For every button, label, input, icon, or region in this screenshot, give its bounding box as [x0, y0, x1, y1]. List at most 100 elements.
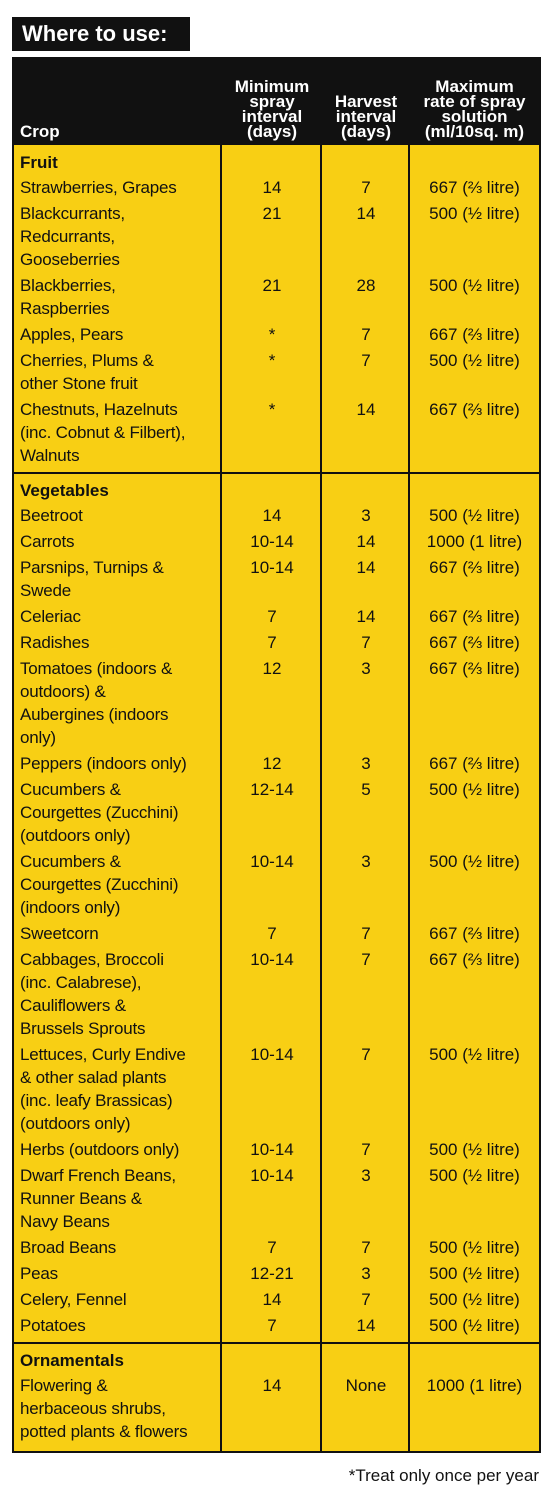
harvest-interval-cell: 3 — [361, 505, 371, 525]
crop-line: Peas — [20, 1263, 58, 1283]
max-rate-cell: 500 (½ litre) — [429, 851, 520, 871]
max-rate-cell: 500 (½ litre) — [429, 1263, 520, 1283]
harvest-interval-cell: 14 — [356, 606, 376, 626]
crop-line: Carrots — [20, 531, 75, 551]
table-row: Carrots 10-14 14 1000 (1 litre) — [14, 528, 539, 554]
spray-interval-cell: 12-14 — [250, 779, 294, 799]
crop-cell: Celeriac — [14, 605, 222, 628]
table-row: Celery, Fennel 14 7 500 (½ litre) — [14, 1286, 539, 1312]
crop-cell: Cucumbers & Courgettes (Zucchini) (outdoor… — [14, 778, 222, 847]
crop-cell: Cucumbers & Courgettes (Zucchini) (indoors… — [14, 850, 222, 919]
column-header: Crop — [14, 59, 222, 145]
table-row: Apples, Pears * 7 667 (⅔ litre) — [14, 321, 539, 347]
spray-interval-cell: 10-14 — [250, 851, 294, 871]
table-row: Parsnips, Turnips & Swede 10-14 14 667 (⅔ li… — [14, 554, 539, 603]
table-row: Beetroot 14 3 500 (½ litre) — [14, 502, 539, 528]
header-line: (days) — [340, 122, 392, 141]
table-row: Blackberries, Raspberries 21 28 500 (½ litre… — [14, 272, 539, 321]
crop-cell: Carrots — [14, 530, 222, 553]
spray-interval-cell: 7 — [267, 1237, 277, 1257]
max-rate-cell: 667 (⅔ litre) — [429, 606, 520, 626]
crop-cell: Cherries, Plums & other Stone fruit — [14, 349, 222, 395]
max-rate-cell: 667 (⅔ litre) — [429, 399, 520, 419]
column-divider — [408, 145, 410, 1451]
crop-cell: Dwarf French Beans, Runner Beans & Navy Be… — [14, 1164, 222, 1233]
header-line: Minimum — [234, 77, 310, 96]
spray-interval-cell: 14 — [262, 177, 282, 197]
harvest-interval-cell: 7 — [361, 1044, 371, 1064]
table-row: Sweetcorn 7 7 667 (⅔ litre) — [14, 920, 539, 946]
column-header: Minimum spray interval (days) — [222, 59, 322, 145]
section: Ornamentals Flowering & herbaceous shrubs,… — [14, 1342, 539, 1448]
crop-line: Tomatoes (indoors & — [20, 658, 173, 678]
header-line: interval — [241, 107, 303, 126]
spray-interval-cell: 10-14 — [250, 949, 294, 969]
harvest-interval-cell: 3 — [361, 851, 371, 871]
spray-interval-cell: 14 — [262, 1375, 282, 1395]
header-line: interval — [335, 107, 397, 126]
spray-interval-cell: 10-14 — [250, 1139, 294, 1159]
spray-interval-cell: 7 — [267, 606, 277, 626]
max-rate-cell: 500 (½ litre) — [429, 1044, 520, 1064]
crop-cell: Chestnuts, Hazelnuts (inc. Cobnut & Filbe… — [14, 398, 222, 467]
max-rate-cell: 500 (½ litre) — [429, 203, 520, 223]
harvest-interval-cell: 7 — [361, 350, 371, 370]
harvest-interval-cell: 7 — [361, 1139, 371, 1159]
table-body: Fruit Strawberries, Grapes 14 7 667 (⅔ litre… — [14, 145, 539, 1448]
crop-cell: Lettuces, Curly Endive & other salad plan… — [14, 1043, 222, 1135]
max-rate-cell: 667 (⅔ litre) — [429, 949, 520, 969]
max-rate-cell: 500 (½ litre) — [429, 505, 520, 525]
max-rate-cell: 667 (⅔ litre) — [429, 923, 520, 943]
spray-interval-cell: 7 — [267, 923, 277, 943]
spray-interval-cell: 10-14 — [250, 1044, 294, 1064]
crop-line: Cauliflowers & — [20, 995, 126, 1015]
max-rate-cell: 500 (½ litre) — [429, 350, 520, 370]
crop-line: Herbs (outdoors only) — [20, 1139, 180, 1159]
harvest-interval-cell: 7 — [361, 949, 371, 969]
crop-line: Celery, Fennel — [20, 1289, 127, 1309]
spray-interval-cell: 21 — [262, 275, 282, 295]
crop-line: Cabbages, Broccoli — [20, 949, 164, 969]
max-rate-cell: 500 (½ litre) — [429, 1289, 520, 1309]
spray-interval-cell: 14 — [262, 1289, 282, 1309]
spray-interval-cell: 10-14 — [250, 557, 294, 577]
crop-line: Beetroot — [20, 505, 83, 525]
crop-cell: Parsnips, Turnips & Swede — [14, 556, 222, 602]
spray-interval-cell: 7 — [267, 632, 277, 652]
section-name: Ornamentals — [20, 1351, 124, 1370]
table-row: Dwarf French Beans, Runner Beans & Navy Be… — [14, 1162, 539, 1234]
harvest-interval-cell: 14 — [356, 399, 376, 419]
max-rate-cell: 667 (⅔ litre) — [429, 324, 520, 344]
crop-line: Navy Beans — [20, 1211, 110, 1231]
footnote: *Treat only once per year — [348, 1466, 539, 1485]
crop-cell: Peas — [14, 1262, 222, 1285]
crop-line: Flowering & — [20, 1375, 108, 1395]
max-rate-cell: 667 (⅔ litre) — [429, 753, 520, 773]
table-row: Lettuces, Curly Endive & other salad plan… — [14, 1041, 539, 1136]
table-row: Potatoes 7 14 500 (½ litre) — [14, 1312, 539, 1338]
harvest-interval-cell: 7 — [361, 923, 371, 943]
table-row: Cherries, Plums & other Stone fruit * 7 500 … — [14, 347, 539, 396]
crop-line: Aubergines (indoors — [20, 704, 169, 724]
crop-table: Crop Minimum spray interval (days) Harvest int… — [12, 57, 541, 1453]
section-name: Fruit — [20, 153, 58, 172]
crop-cell: Flowering & herbaceous shrubs, potted plan… — [14, 1374, 222, 1443]
max-rate-cell: 500 (½ litre) — [429, 1315, 520, 1335]
table-row: Radishes 7 7 667 (⅔ litre) — [14, 629, 539, 655]
crop-cell: Radishes — [14, 631, 222, 654]
header-line: (ml/10sq. m) — [424, 122, 525, 141]
crop-line: Parsnips, Turnips & — [20, 557, 164, 577]
column-divider — [320, 145, 322, 1451]
harvest-interval-cell: 14 — [356, 1315, 376, 1335]
crop-line: (outdoors only) — [20, 825, 131, 845]
column-header: Harvest interval (days) — [322, 59, 410, 145]
crop-line: Sweetcorn — [20, 923, 99, 943]
spray-interval-cell: * — [268, 324, 276, 344]
crop-line: Courgettes (Zucchini) — [20, 874, 179, 894]
column-divider — [220, 145, 222, 1451]
harvest-interval-cell: 7 — [361, 1289, 371, 1309]
crop-line: Broad Beans — [20, 1237, 117, 1257]
max-rate-cell: 500 (½ litre) — [429, 1237, 520, 1257]
crop-line: Strawberries, Grapes — [20, 177, 177, 197]
